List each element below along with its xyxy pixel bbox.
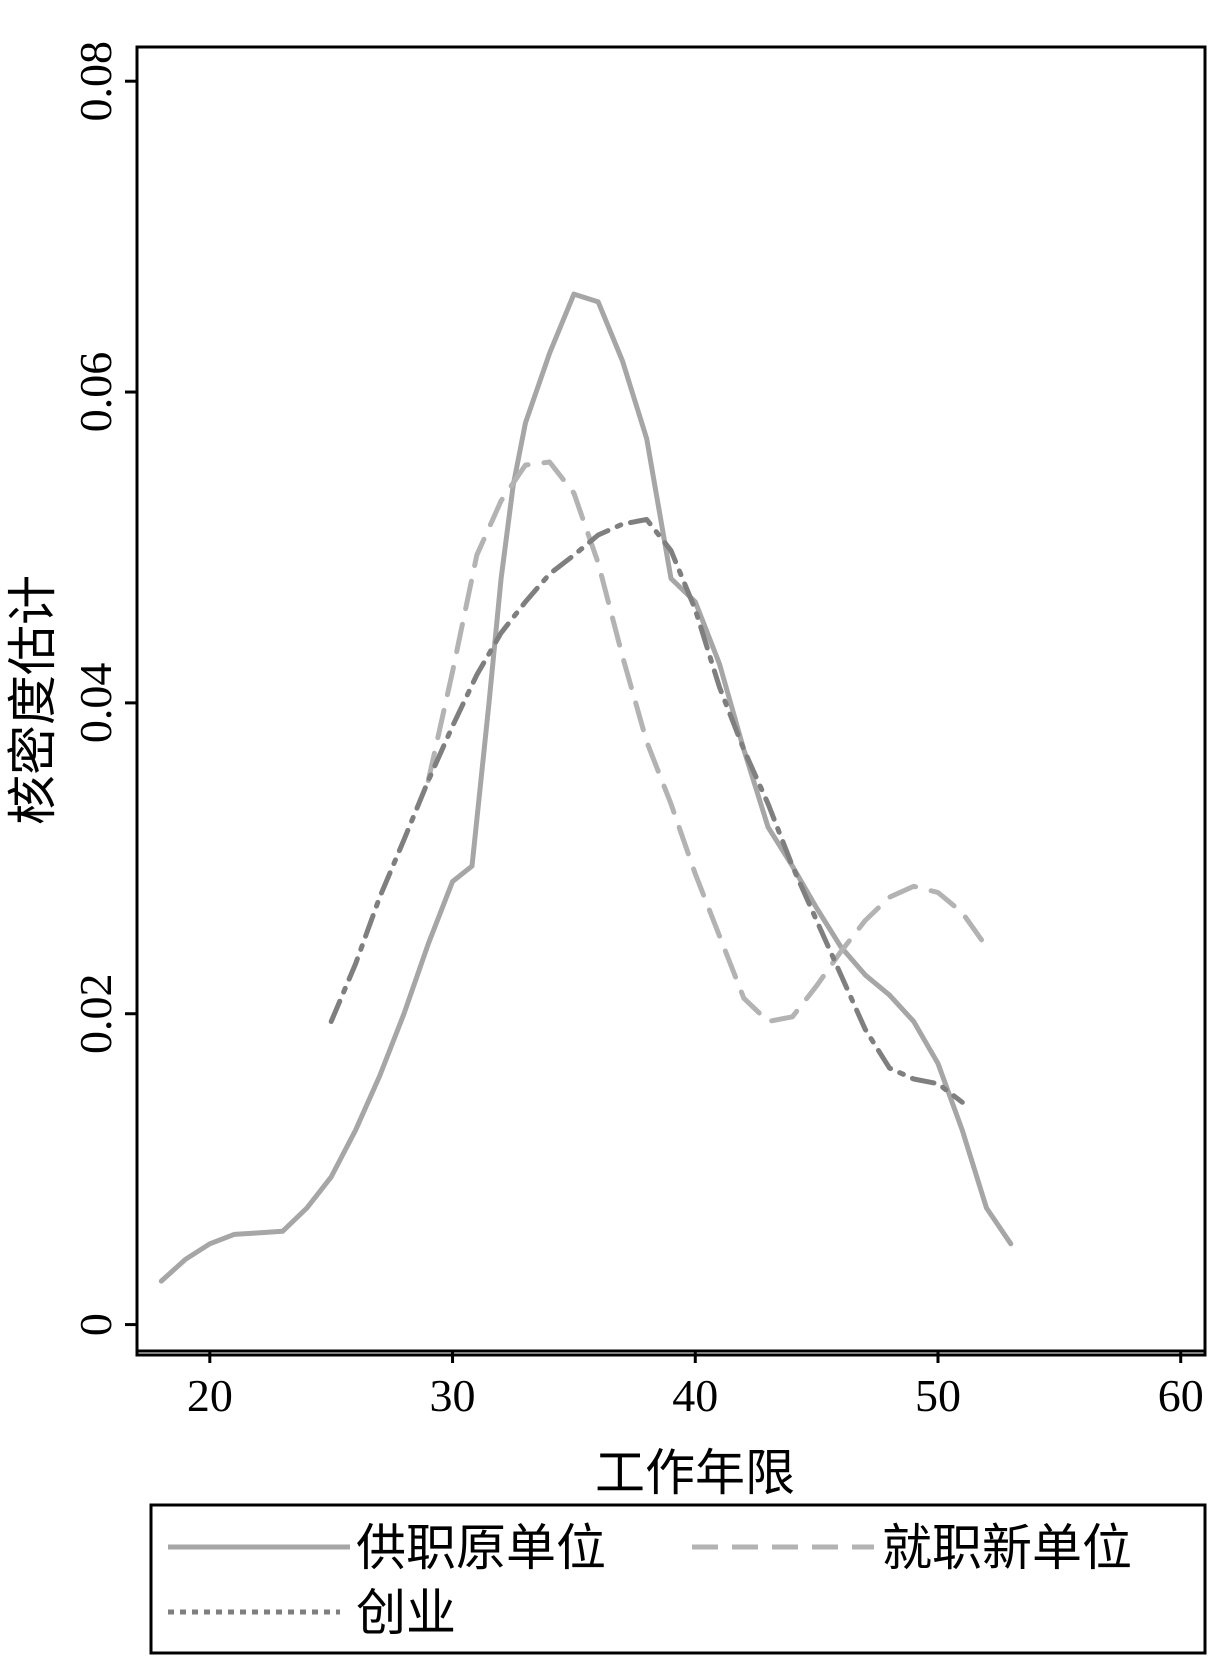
legend-label-1: 供职原单位 <box>356 1519 606 1577</box>
y-axis: 0 0.02 0.04 0.06 0.08 <box>70 41 137 1336</box>
legend: 供职原单位 就职新单位 创业 <box>149 1503 1207 1655</box>
legend-label-3: 创业 <box>356 1584 456 1642</box>
y-axis-title: 核密度估计 <box>4 575 62 825</box>
y-tick-label: 0.08 <box>70 41 121 122</box>
x-axis-title: 工作年限 <box>595 1444 795 1502</box>
series-line-2 <box>425 459 989 1024</box>
series-line-3 <box>328 517 965 1105</box>
y-tick-label: 0.06 <box>70 352 121 433</box>
series-group <box>158 291 1014 1284</box>
series-line-1 <box>158 291 1014 1284</box>
plot-frame <box>135 45 1207 1357</box>
x-tick-label: 60 <box>1158 1370 1204 1421</box>
legend-label-2: 就职新单位 <box>882 1519 1132 1577</box>
x-tick-label: 50 <box>915 1370 961 1421</box>
x-tick-label: 20 <box>187 1370 233 1421</box>
x-axis: 20 30 40 50 60 <box>187 1351 1204 1421</box>
y-tick-label: 0 <box>70 1313 121 1336</box>
x-tick-label: 40 <box>672 1370 718 1421</box>
x-tick-label: 30 <box>430 1370 476 1421</box>
y-tick-label: 0.04 <box>70 663 121 744</box>
legend-box <box>149 1503 1207 1655</box>
y-tick-label: 0.02 <box>70 973 121 1054</box>
